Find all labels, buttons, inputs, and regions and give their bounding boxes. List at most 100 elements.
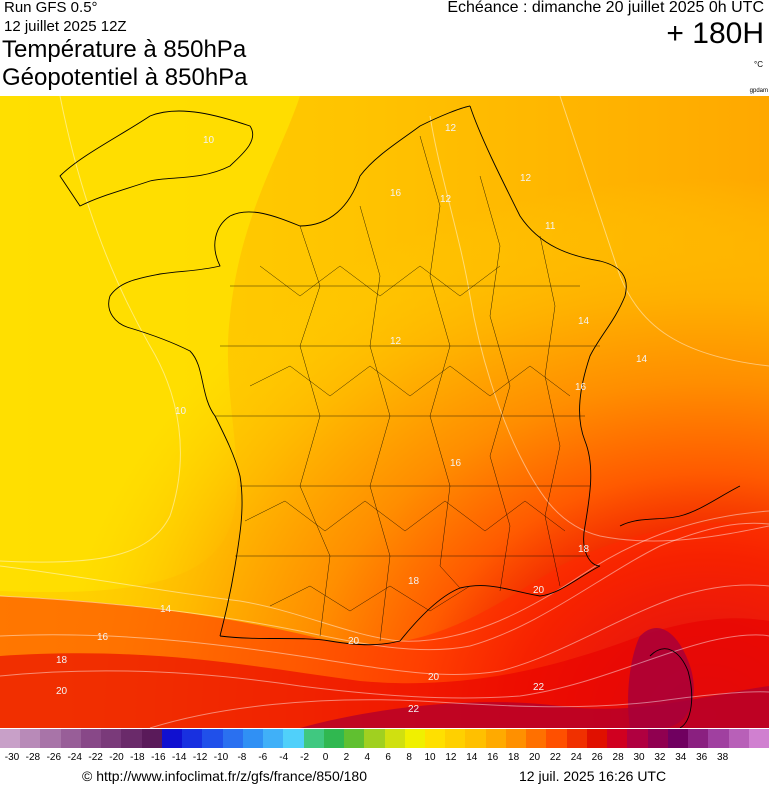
color-scale-tick: 10 — [424, 752, 436, 763]
color-scale-tick: 24 — [570, 752, 582, 763]
color-scale-swatch — [303, 729, 325, 748]
run-label: Run GFS 0.5° — [4, 0, 98, 16]
color-scale-swatch — [647, 729, 669, 748]
color-scale-tick: 18 — [508, 752, 520, 763]
color-scale-tick: 16 — [487, 752, 499, 763]
color-scale-swatch — [242, 729, 264, 748]
source-tag: gpdam — [749, 88, 768, 94]
color-scale-swatch — [0, 729, 21, 748]
contour-label: 20 — [56, 686, 68, 697]
color-scale-swatch — [586, 729, 608, 748]
color-scale-swatch — [141, 729, 163, 748]
echeance-label: Echéance : dimanche 20 juillet 2025 0h U… — [447, 0, 764, 16]
color-scale-swatch — [505, 729, 527, 748]
color-scale-swatch — [101, 729, 122, 748]
contour-label: 16 — [450, 458, 462, 469]
color-scale-tick: 20 — [528, 752, 541, 763]
color-scale-swatch — [485, 729, 507, 748]
color-scale-swatch — [40, 729, 62, 748]
color-scale-swatch — [627, 729, 649, 748]
color-scale-tick: 6 — [385, 752, 391, 763]
forecast-hour: + 180H — [666, 17, 764, 50]
color-scale-swatch — [748, 729, 769, 748]
unit-label: °C — [754, 60, 763, 69]
color-scale-tick: 30 — [633, 752, 645, 763]
color-scale-swatch — [708, 729, 730, 748]
color-scale-tick: 22 — [549, 752, 561, 763]
contour-label: 10 — [203, 135, 215, 146]
contour-label: 14 — [578, 316, 590, 327]
contour-label: 12 — [445, 123, 457, 134]
source-url: © http://www.infoclimat.fr/z/gfs/france/… — [82, 768, 367, 784]
contour-label: 20 — [348, 636, 360, 647]
color-scale-swatch — [404, 729, 426, 748]
color-scale-tick: -26 — [46, 752, 62, 763]
temperature-map: 10 12 12 11 12 14 10 12 14 16 18 20 22 2… — [0, 96, 769, 728]
contour-label: 12 — [520, 173, 532, 184]
color-scale-tick: 34 — [675, 752, 687, 763]
color-scale-tick: 36 — [696, 752, 708, 763]
color-scale-swatch — [465, 729, 487, 748]
color-scale-tick: 28 — [612, 752, 624, 763]
contour-label: 20 — [533, 585, 545, 596]
color-scale-swatch — [526, 729, 547, 748]
contour-label: 14 — [636, 354, 648, 365]
color-scale-tick: -18 — [130, 752, 145, 763]
color-scale-ticks: -30 -28 -26 -24 -22 -20 -18 -16 -14 -12 -10 -8 -6 -4-… — [0, 752, 769, 766]
color-scale-swatch — [546, 729, 568, 748]
color-scale — [0, 729, 769, 748]
color-scale-swatch — [80, 729, 102, 748]
color-scale-swatch — [344, 729, 365, 748]
color-scale-tick: 8 — [406, 752, 412, 763]
color-scale-swatch — [202, 729, 224, 748]
color-scale-swatch — [60, 729, 82, 748]
color-scale-swatch — [263, 729, 284, 748]
contour-label: 11 — [545, 221, 556, 232]
contour-label: 16 — [575, 382, 587, 393]
color-scale-tick: 14 — [466, 752, 478, 763]
generation-timestamp: 12 juil. 2025 16:26 UTC — [519, 768, 667, 784]
contour-label: 10 — [175, 406, 187, 417]
contour-label: 22 — [408, 704, 420, 715]
color-scale-tick: -6 — [258, 752, 268, 763]
color-scale-swatch — [566, 729, 588, 748]
color-scale-tick: -22 — [88, 752, 103, 763]
color-scale-tick: -16 — [151, 752, 166, 763]
contour-label: 12 — [390, 336, 402, 347]
color-scale-swatch — [424, 729, 446, 748]
color-scale-swatch — [384, 729, 406, 748]
color-scale-swatch — [283, 729, 305, 748]
map-title-geopotential: Géopotentiel à 850hPa — [2, 64, 248, 91]
contour-label: 18 — [56, 655, 68, 666]
color-scale-tick: -8 — [237, 752, 247, 763]
color-scale-swatch — [121, 729, 143, 748]
contour-label: 20 — [428, 672, 440, 683]
run-date: 12 juillet 2025 12Z — [4, 18, 127, 35]
contour-label: 18 — [578, 544, 590, 555]
color-scale-tick: 26 — [591, 752, 603, 763]
color-scale-swatch — [222, 729, 244, 748]
color-scale-tick: -30 — [4, 752, 20, 763]
map-title-temperature: Température à 850hPa — [2, 36, 247, 63]
color-scale-tick: 12 — [445, 752, 457, 763]
contour-label: 16 — [390, 188, 402, 199]
color-scale-swatch — [20, 729, 42, 748]
color-scale-swatch — [688, 729, 709, 748]
color-scale-tick: 2 — [343, 752, 350, 763]
color-scale-tick: 4 — [364, 752, 371, 763]
color-scale-tick: -4 — [279, 752, 289, 763]
color-scale-swatch — [728, 729, 750, 748]
color-scale-tick: 0 — [322, 752, 329, 763]
color-scale-tick: -14 — [171, 752, 187, 763]
contour-label: 18 — [408, 576, 420, 587]
color-scale-tick: -12 — [192, 752, 208, 763]
contour-label: 14 — [160, 604, 172, 615]
color-scale-tick: 38 — [717, 752, 729, 763]
color-scale-swatch — [323, 729, 345, 748]
contour-label: 12 — [440, 194, 452, 205]
color-scale-swatch — [182, 729, 203, 748]
color-scale-tick: -10 — [213, 752, 229, 763]
color-scale-swatch — [607, 729, 628, 748]
contour-label: 22 — [533, 682, 545, 693]
color-scale-swatch — [161, 729, 183, 748]
